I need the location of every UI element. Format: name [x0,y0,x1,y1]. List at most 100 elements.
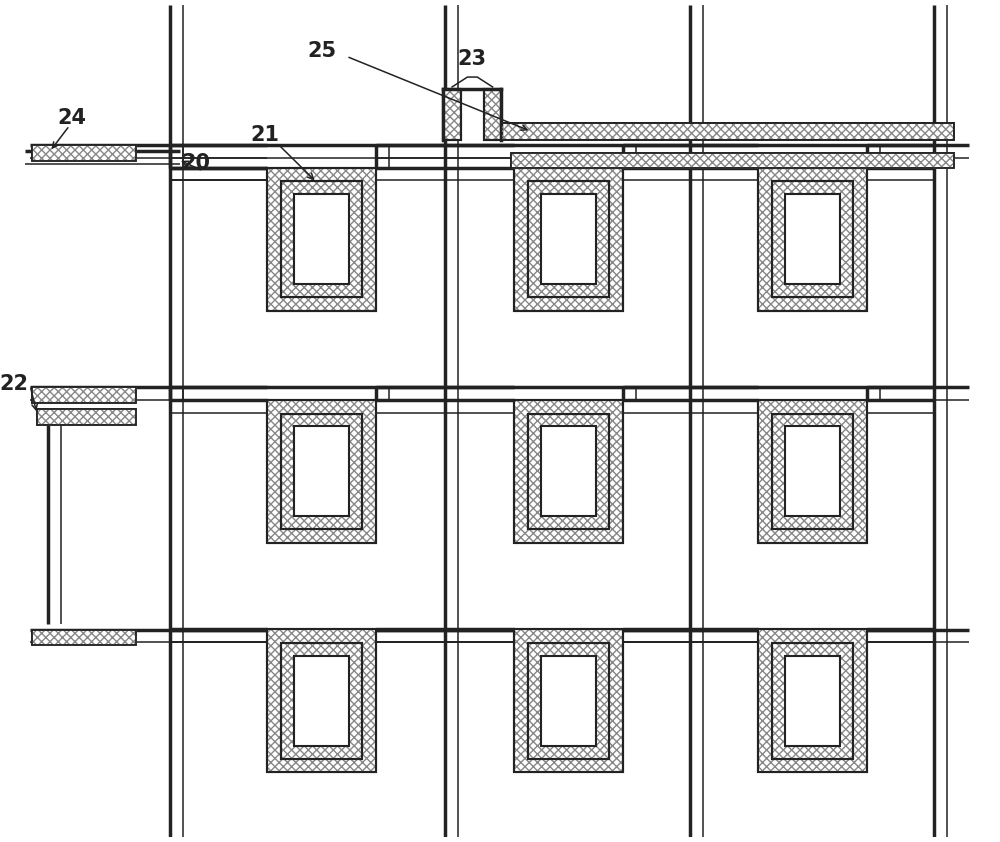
Bar [281,643,362,759]
Bar [514,168,623,311]
Bar [758,400,867,543]
Bar [772,181,853,297]
Bar [758,629,867,772]
Bar [528,181,609,297]
Bar [528,643,609,759]
Bar [32,387,136,403]
Bar [281,181,362,297]
Bar [281,643,362,759]
Bar [758,629,867,772]
Bar [37,409,136,425]
Bar [281,181,362,297]
Text: 22: 22 [0,375,29,394]
Bar [514,168,623,311]
Bar [32,146,136,161]
Bar [772,181,853,297]
Bar [528,643,609,759]
Bar [528,181,609,297]
Bar [514,400,623,543]
Bar [528,413,609,530]
Bar [528,181,609,297]
Bar [37,409,136,425]
Bar [267,168,376,311]
Bar [758,629,867,772]
Bar [541,195,596,284]
Bar [541,426,596,516]
Bar [785,656,840,746]
Bar [772,181,853,297]
Bar [514,629,623,772]
Bar [758,400,867,543]
Bar [772,643,853,759]
Text: 23: 23 [458,49,487,69]
Text: 25: 25 [307,41,336,61]
Bar [443,89,461,141]
Text: 21: 21 [251,125,280,146]
Bar [528,181,609,297]
Bar [267,168,376,311]
Text: 24: 24 [57,108,86,128]
Bar [32,146,136,161]
Bar [514,629,623,772]
Bar [758,168,867,311]
Bar [32,387,136,403]
Bar [541,656,596,746]
Bar [785,195,840,284]
Bar [484,89,501,141]
Bar [772,413,853,530]
Bar [511,153,954,168]
Bar [514,400,623,543]
Bar [501,123,954,141]
Bar [267,400,376,543]
Bar [511,153,954,168]
Bar [443,89,461,141]
Bar [281,413,362,530]
Bar [281,643,362,759]
Bar [528,413,609,530]
Bar [772,413,853,530]
Bar [772,413,853,530]
Bar [514,629,623,772]
Bar [267,168,376,311]
Bar [443,89,461,141]
Bar [294,656,349,746]
Bar [501,123,954,141]
Bar [501,123,954,141]
Bar [772,643,853,759]
Bar [37,409,136,425]
Bar [772,413,853,530]
Bar [758,400,867,543]
Bar [294,426,349,516]
Bar [484,89,501,141]
Bar [772,643,853,759]
Bar [281,413,362,530]
Bar [528,413,609,530]
Bar [267,629,376,772]
Bar [32,146,136,161]
Bar [294,195,349,284]
Bar [511,153,954,168]
Bar [484,89,501,141]
Bar [267,400,376,543]
Bar [267,400,376,543]
Bar [772,643,853,759]
Bar [758,168,867,311]
Bar [281,181,362,297]
Bar [281,413,362,530]
Text: 20: 20 [182,153,211,173]
Bar [528,643,609,759]
Bar [281,413,362,530]
Bar [32,387,136,403]
Bar [758,168,867,311]
Bar [514,168,623,311]
Bar [267,629,376,772]
Bar [785,426,840,516]
Bar [514,400,623,543]
Bar [32,630,136,645]
Bar [528,413,609,530]
Bar [281,643,362,759]
Bar [32,630,136,645]
Bar [281,181,362,297]
Bar [528,643,609,759]
Bar [772,181,853,297]
